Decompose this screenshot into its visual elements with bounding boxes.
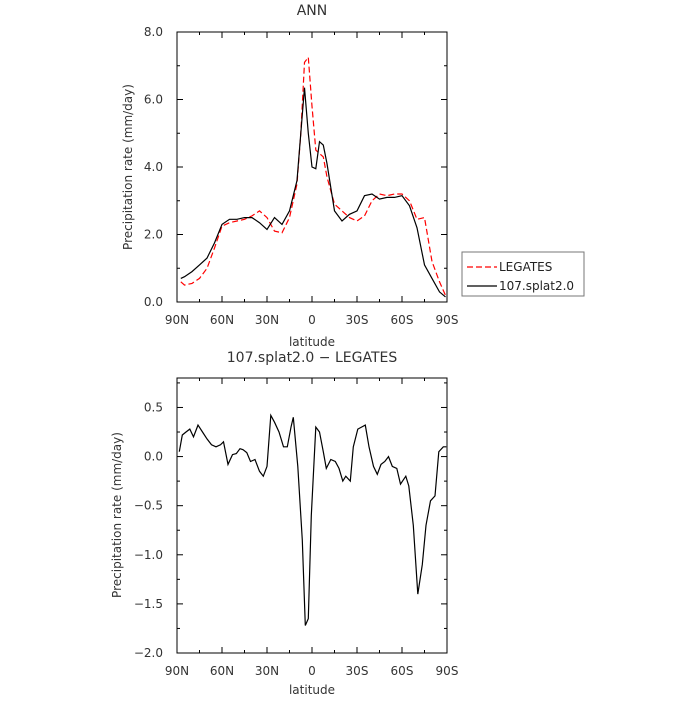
difference-panel: 107.splat2.0 − LEGATES 90N 60N 30N 0 30S 60S 9… [110, 350, 458, 697]
legend-label-model: 107.splat2.0 [499, 279, 574, 293]
series-layer [180, 55, 447, 298]
y-tick-label: 4.0 [144, 160, 163, 174]
x-tick-label: 60S [391, 313, 414, 327]
x-tick-label: 60N [210, 664, 234, 678]
x-axis-label: latitude [289, 335, 335, 349]
x-tick-label: 0 [308, 313, 316, 327]
y-tick-label: 2.0 [144, 228, 163, 242]
x-tick-label: 90N [165, 313, 189, 327]
legend-label-legates: LEGATES [499, 260, 552, 274]
series-line-difference [178, 413, 447, 626]
x-axis-label: latitude [289, 683, 335, 697]
x-tick-label: 60N [210, 313, 234, 327]
legend-box [461, 251, 585, 297]
legend: LEGATES 107.splat2.0 [461, 251, 585, 297]
series-line-legates [180, 55, 447, 296]
y-tick-label: −2.0 [134, 646, 163, 660]
y-tick-label: −1.5 [134, 597, 163, 611]
x-tick-label: 90S [436, 313, 459, 327]
x-tick-label: 90S [436, 664, 459, 678]
y-tick-label: −0.5 [134, 499, 163, 513]
y-axis-label: Precipitation rate (mm/day) [110, 432, 124, 598]
x-tick-label: 0 [308, 664, 316, 678]
panel-title: ANN [297, 3, 328, 19]
y-tick-label: 8.0 [144, 25, 163, 39]
climatology-panel: ANN 90N 60N 30N 0 30S 60S 90S 0.0 2.0 4.0 6.0 8.0 l… [121, 3, 585, 349]
x-tick-label: 30N [255, 313, 279, 327]
tick-layer: 90N 60N 30N 0 30S 60S 90S 0.0 2.0 4.0 6.0 8.0 [144, 25, 459, 327]
y-tick-label: 0.0 [144, 295, 163, 309]
tick-layer: 90N 60N 30N 0 30S 60S 90S −2.0 −1.5 −1.0 −0.5 0.0 0.… [134, 378, 459, 678]
x-tick-label: 60S [391, 664, 414, 678]
y-tick-label: −1.0 [134, 548, 163, 562]
series-line-107-splat2-0 [180, 87, 446, 298]
series-layer [178, 413, 447, 626]
y-axis-label: Precipitation rate (mm/day) [121, 84, 135, 250]
x-tick-label: 30S [346, 664, 369, 678]
y-tick-label: 6.0 [144, 93, 163, 107]
panel-title: 107.splat2.0 − LEGATES [227, 350, 398, 366]
y-tick-label: 0.0 [144, 450, 163, 464]
plot-frame [176, 377, 448, 654]
x-tick-label: 30N [255, 664, 279, 678]
x-tick-label: 90N [165, 664, 189, 678]
y-tick-label: 0.5 [144, 400, 163, 414]
x-tick-label: 30S [346, 313, 369, 327]
